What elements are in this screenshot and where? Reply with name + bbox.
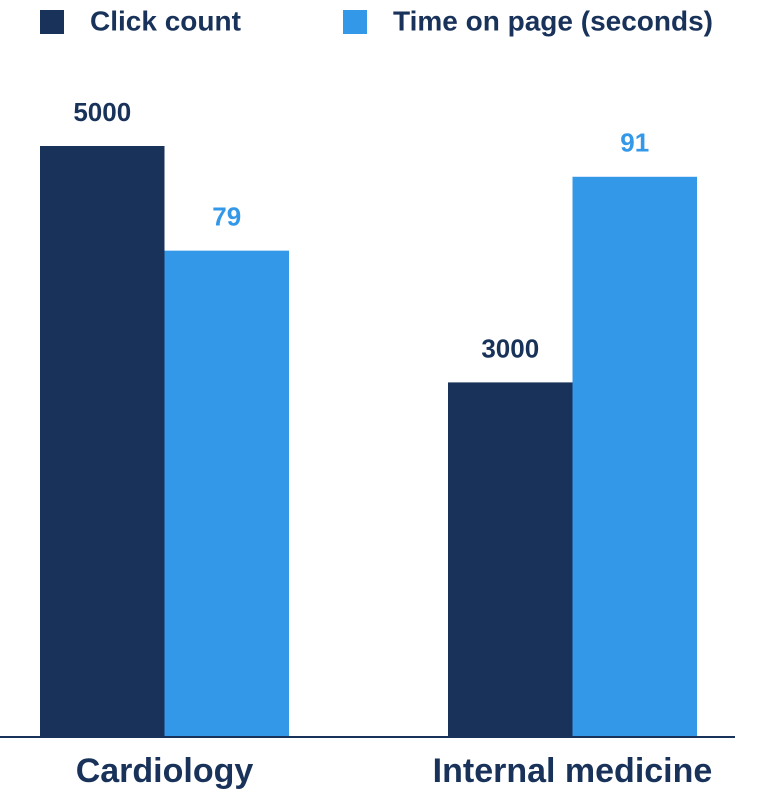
bar	[572, 176, 697, 737]
value-label: 5000	[73, 97, 131, 127]
legend-swatch	[40, 10, 64, 34]
legend-swatch	[343, 10, 367, 34]
x-tick-label: Cardiology	[76, 752, 254, 790]
bar	[164, 250, 289, 737]
bar	[448, 382, 573, 737]
legend-label: Click count	[90, 5, 241, 36]
x-tick-label: Internal medicine	[433, 752, 713, 790]
bar	[40, 146, 165, 737]
value-label: 79	[212, 202, 241, 232]
value-label: 91	[620, 128, 649, 158]
legend-label: Time on page (seconds)	[393, 5, 713, 36]
value-label: 3000	[481, 333, 539, 363]
